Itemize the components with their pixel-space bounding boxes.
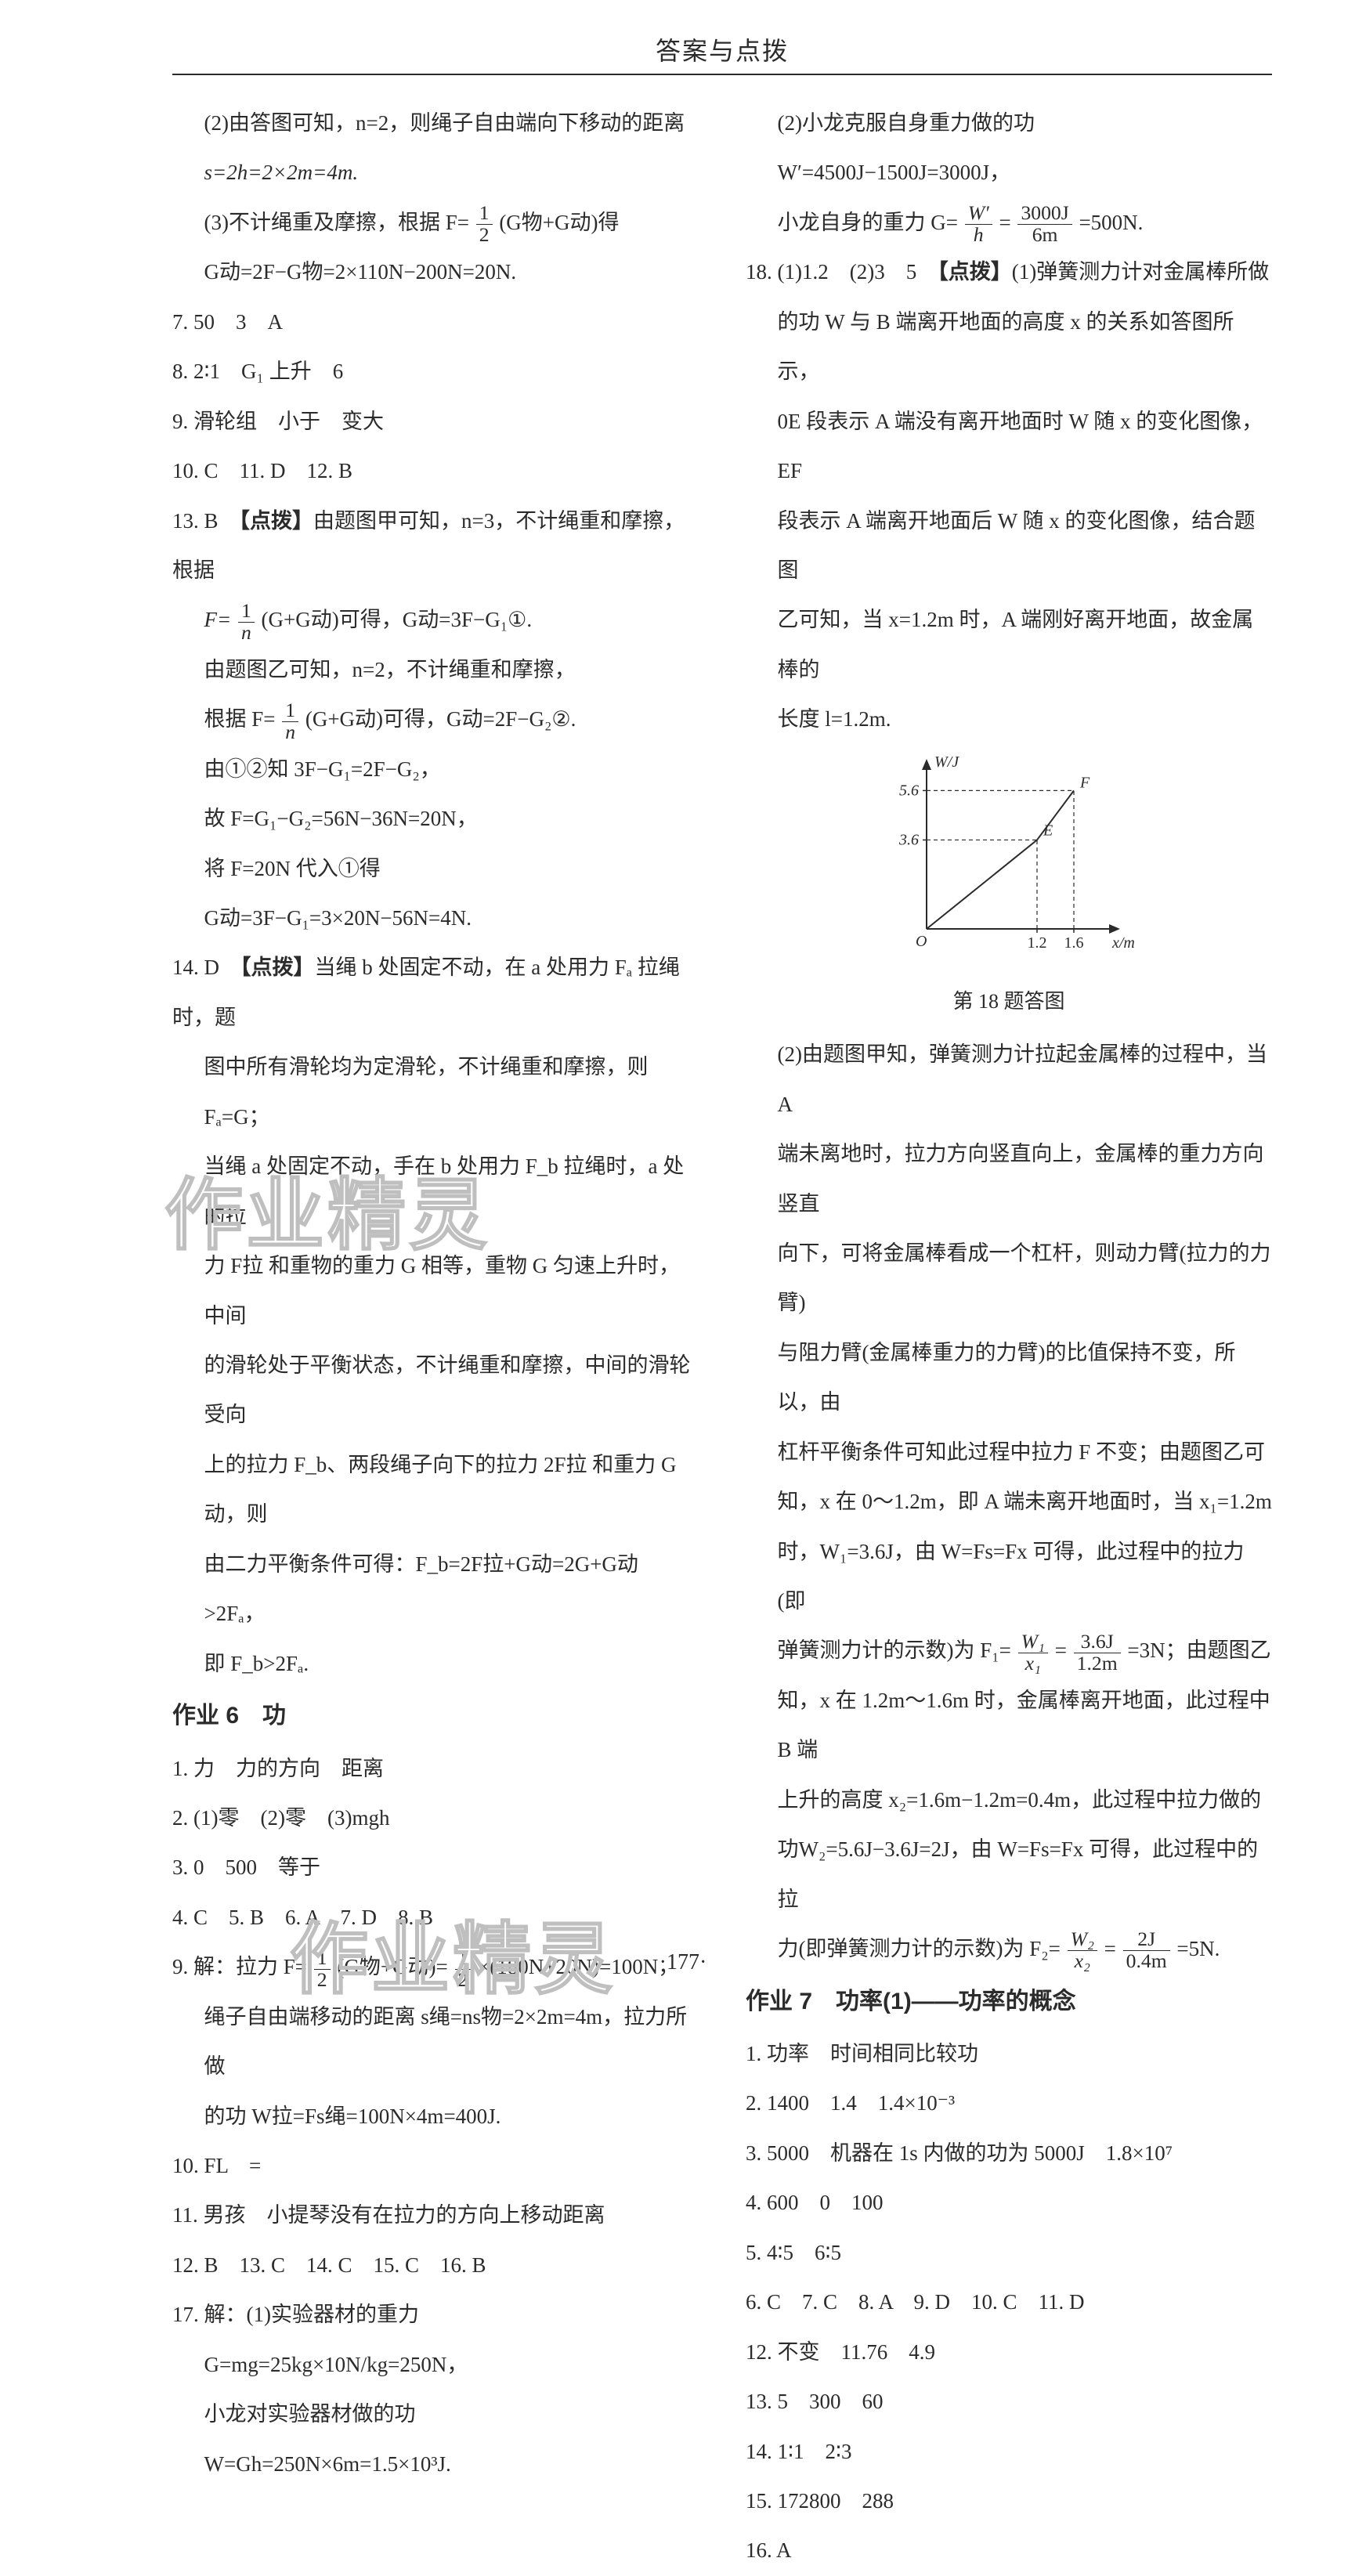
svg-text:E: E xyxy=(1043,822,1053,839)
text-line: 1. 力 力的方向 距离 xyxy=(172,1744,699,1794)
answer-chart: 3.6 5.6 1.2 1.6 O E F W/J x/m 第 18 题答图 xyxy=(746,753,1272,1026)
text-line: 11. 男孩 小提琴没有在拉力的方向上移动距离 xyxy=(172,2191,699,2240)
text-line: 弹簧测力计的示数)为 F₁= W₁x₁ = 3.6J1.2m =3N；由题图乙 xyxy=(746,1626,1272,1675)
text-line: 上升的高度 x₂=1.6m−1.2m=0.4m，此过程中拉力做的 xyxy=(746,1776,1272,1825)
text-line: 小龙自身的重力 G= W′h = 3000J6m =500N. xyxy=(746,198,1272,247)
left-column: (2)由答图可知，n=2，则绳子自由端向下移动的距离 s=2h=2×2m=4m.… xyxy=(172,99,699,2576)
text-line: 将 F=20N 代入①得 xyxy=(172,844,699,894)
text-line: s=2h=2×2m=4m. xyxy=(172,148,699,197)
text-line: 端未离地时，拉力方向竖直向上，金属棒的重力方向竖直 xyxy=(746,1129,1272,1229)
svg-text:1.2: 1.2 xyxy=(1028,934,1047,952)
svg-text:3.6: 3.6 xyxy=(898,831,919,848)
text-line: 16. A xyxy=(746,2526,1272,2575)
text-line: 14. 1∶1 2∶3 xyxy=(746,2427,1272,2477)
text-line: 4. C 5. B 6. A 7. D 8. B xyxy=(172,1893,699,1942)
text-line: 8. 2∶1 G₁ 上升 6 xyxy=(172,347,699,396)
text-line: 4. 600 0 100 xyxy=(746,2178,1272,2227)
fraction: 3000J6m xyxy=(1017,203,1071,246)
line-chart-svg: 3.6 5.6 1.2 1.6 O E F W/J x/m xyxy=(884,753,1134,956)
fraction: W′h xyxy=(965,203,992,246)
section-title: 作业 6 功 xyxy=(172,1689,699,1744)
content-columns: (2)由答图可知，n=2，则绳子自由端向下移动的距离 s=2h=2×2m=4m.… xyxy=(172,99,1272,2576)
text-line: 根据 F= 1n (G+G动)可得，G动=2F−G₂②. xyxy=(172,695,699,744)
text-line: 10. C 11. D 12. B xyxy=(172,446,699,496)
text-line: 3. 5000 机器在 1s 内做的功为 5000J 1.8×10⁷ xyxy=(746,2129,1272,2178)
page-title: 答案与点拨 xyxy=(656,37,789,65)
text-line: 与阻力臂(金属棒重力的力臂)的比值保持不变，所以，由 xyxy=(746,1328,1272,1428)
text-line: 绳子自由端移动的距离 s绳=ns物=2×2m=4m，拉力所做 xyxy=(172,1993,699,2092)
text-line: 乙可知，当 x=1.2m 时，A 端刚好离开地面，故金属棒的 xyxy=(746,595,1272,695)
text-line: 13. B 【点拨】由题图甲可知，n=3，不计绳重和摩擦，根据 xyxy=(172,497,699,596)
text-line: 由题图乙可知，n=2，不计绳重和摩擦， xyxy=(172,645,699,695)
text-line: 12. B 13. C 14. C 15. C 16. B xyxy=(172,2241,699,2290)
svg-text:5.6: 5.6 xyxy=(899,782,919,799)
text-line: G动=2F−G物=2×110N−200N=20N. xyxy=(172,247,699,297)
text-line: 长度 l=1.2m. xyxy=(746,695,1272,744)
text-line: F= 1n (G+G动)可得，G动=3F−G₁①. xyxy=(172,595,699,645)
text-line: 的功 W拉=Fs绳=100N×4m=400J. xyxy=(172,2092,699,2141)
text-line: 14. D 【点拨】当绳 b 处固定不动，在 a 处用力 Fₐ 拉绳时，题 xyxy=(172,943,699,1042)
text-line: 段表示 A 端离开地面后 W 随 x 的变化图像，结合题图 xyxy=(746,497,1272,596)
svg-text:F: F xyxy=(1079,774,1090,791)
text-line: 13. 5 300 60 xyxy=(746,2377,1272,2426)
text-line: 杠杆平衡条件可知此过程中拉力 F 不变；由题图乙可 xyxy=(746,1428,1272,1477)
text-line: 即 F_b>2Fₐ. xyxy=(172,1639,699,1689)
text-line: 当绳 a 处固定不动，手在 b 处用力 F_b 拉绳时，a 处的拉 xyxy=(172,1142,699,1241)
text-line: 知，x 在 1.2m～1.6m 时，金属棒离开地面，此过程中 B 端 xyxy=(746,1676,1272,1776)
text-line: 小龙对实验器材做的功 xyxy=(172,2390,699,2439)
fraction: 12 xyxy=(476,203,493,246)
text-line: 9. 滑轮组 小于 变大 xyxy=(172,397,699,446)
chart-caption: 第 18 题答图 xyxy=(746,977,1272,1025)
text-line: 18. (1)1.2 (2)3 5 【点拨】(1)弹簧测力计对金属棒所做 xyxy=(746,247,1272,297)
text-line: 知，x 在 0～1.2m，即 A 端未离开地面时，当 x₁=1.2m xyxy=(746,1477,1272,1526)
text-line: 力 F拉 和重物的重力 G 相等，重物 G 匀速上升时，中间 xyxy=(172,1241,699,1341)
text-line: 由①②知 3F−G₁=2F−G₂， xyxy=(172,745,699,794)
text-line: 时，W₁=3.6J，由 W=Fs=Fx 可得，此过程中的拉力(即 xyxy=(746,1527,1272,1627)
text-line: 2. (1)零 (2)零 (3)mgh xyxy=(172,1794,699,1843)
page-header: 答案与点拨 xyxy=(172,31,1272,75)
text-line: 3. 0 500 等于 xyxy=(172,1843,699,1892)
right-column: (2)小龙克服自身重力做的功 W′=4500J−1500J=3000J， 小龙自… xyxy=(746,99,1272,2576)
text-line: (3)不计绳重及摩擦，根据 F= 12 (G物+G动)得 xyxy=(172,198,699,247)
text-line: 1. 功率 时间相同比较功 xyxy=(746,2029,1272,2079)
text-line: 由二力平衡条件可得：F_b=2F拉+G动=2G+G动>2Fₐ， xyxy=(172,1540,699,1639)
text-line: 2. 1400 1.4 1.4×10⁻³ xyxy=(746,2079,1272,2128)
fraction: W₁x₁ xyxy=(1018,1631,1048,1675)
text-line: (2)小龙克服自身重力做的功 xyxy=(746,99,1272,148)
text-line: W=Gh=250N×6m=1.5×10³J. xyxy=(172,2440,699,2489)
svg-text:W/J: W/J xyxy=(934,753,959,771)
text-line: 12. 不变 11.76 4.9 xyxy=(746,2328,1272,2377)
text-line: 15. 172800 288 xyxy=(746,2477,1272,2526)
section-title: 作业 7 功率(1)——功率的概念 xyxy=(746,1974,1272,2030)
text-line: 故 F=G₁−G₂=56N−36N=20N， xyxy=(172,794,699,844)
text-line: 6. C 7. C 8. A 9. D 10. C 11. D xyxy=(746,2278,1272,2327)
text-line: (2)由题图甲知，弹簧测力计拉起金属棒的过程中，当 A xyxy=(746,1030,1272,1129)
text-line: 7. 50 3 A xyxy=(172,298,699,347)
page-number: ·177· xyxy=(0,1950,1366,1975)
text-line: G动=3F−G₁=3×20N−56N=4N. xyxy=(172,894,699,943)
svg-text:1.6: 1.6 xyxy=(1064,934,1084,952)
text-line: 17. 解：(1)实验器材的重力 xyxy=(172,2290,699,2339)
text-line: 上的拉力 F_b、两段绳子向下的拉力 2F拉 和重力 G动，则 xyxy=(172,1440,699,1540)
svg-text:x/m: x/m xyxy=(1111,934,1134,952)
text-line: 的滑轮处于平衡状态，不计绳重和摩擦，中间的滑轮受向 xyxy=(172,1341,699,1440)
svg-text:O: O xyxy=(916,933,927,950)
text-line: 10. FL = xyxy=(172,2141,699,2191)
text-line: 0E 段表示 A 端没有离开地面时 W 随 x 的变化图像，EF xyxy=(746,397,1272,497)
fraction: 1n xyxy=(238,601,255,644)
fraction: 3.6J1.2m xyxy=(1074,1631,1121,1675)
text-line: 的功 W 与 B 端离开地面的高度 x 的关系如答图所示， xyxy=(746,298,1272,397)
text-line: 5. 4∶5 6∶5 xyxy=(746,2228,1272,2278)
text-line: G=mg=25kg×10N/kg=250N， xyxy=(172,2340,699,2390)
text-line: 功W₂=5.6J−3.6J=2J，由 W=Fs=Fx 可得，此过程中的拉 xyxy=(746,1825,1272,1924)
text-line: (2)由答图可知，n=2，则绳子自由端向下移动的距离 xyxy=(172,99,699,148)
text-line: 向下，可将金属棒看成一个杠杆，则动力臂(拉力的力臂) xyxy=(746,1229,1272,1328)
text-line: W′=4500J−1500J=3000J， xyxy=(746,148,1272,197)
fraction: 1n xyxy=(282,700,298,743)
text-line: 图中所有滑轮均为定滑轮，不计绳重和摩擦，则 Fₐ=G； xyxy=(172,1042,699,1142)
